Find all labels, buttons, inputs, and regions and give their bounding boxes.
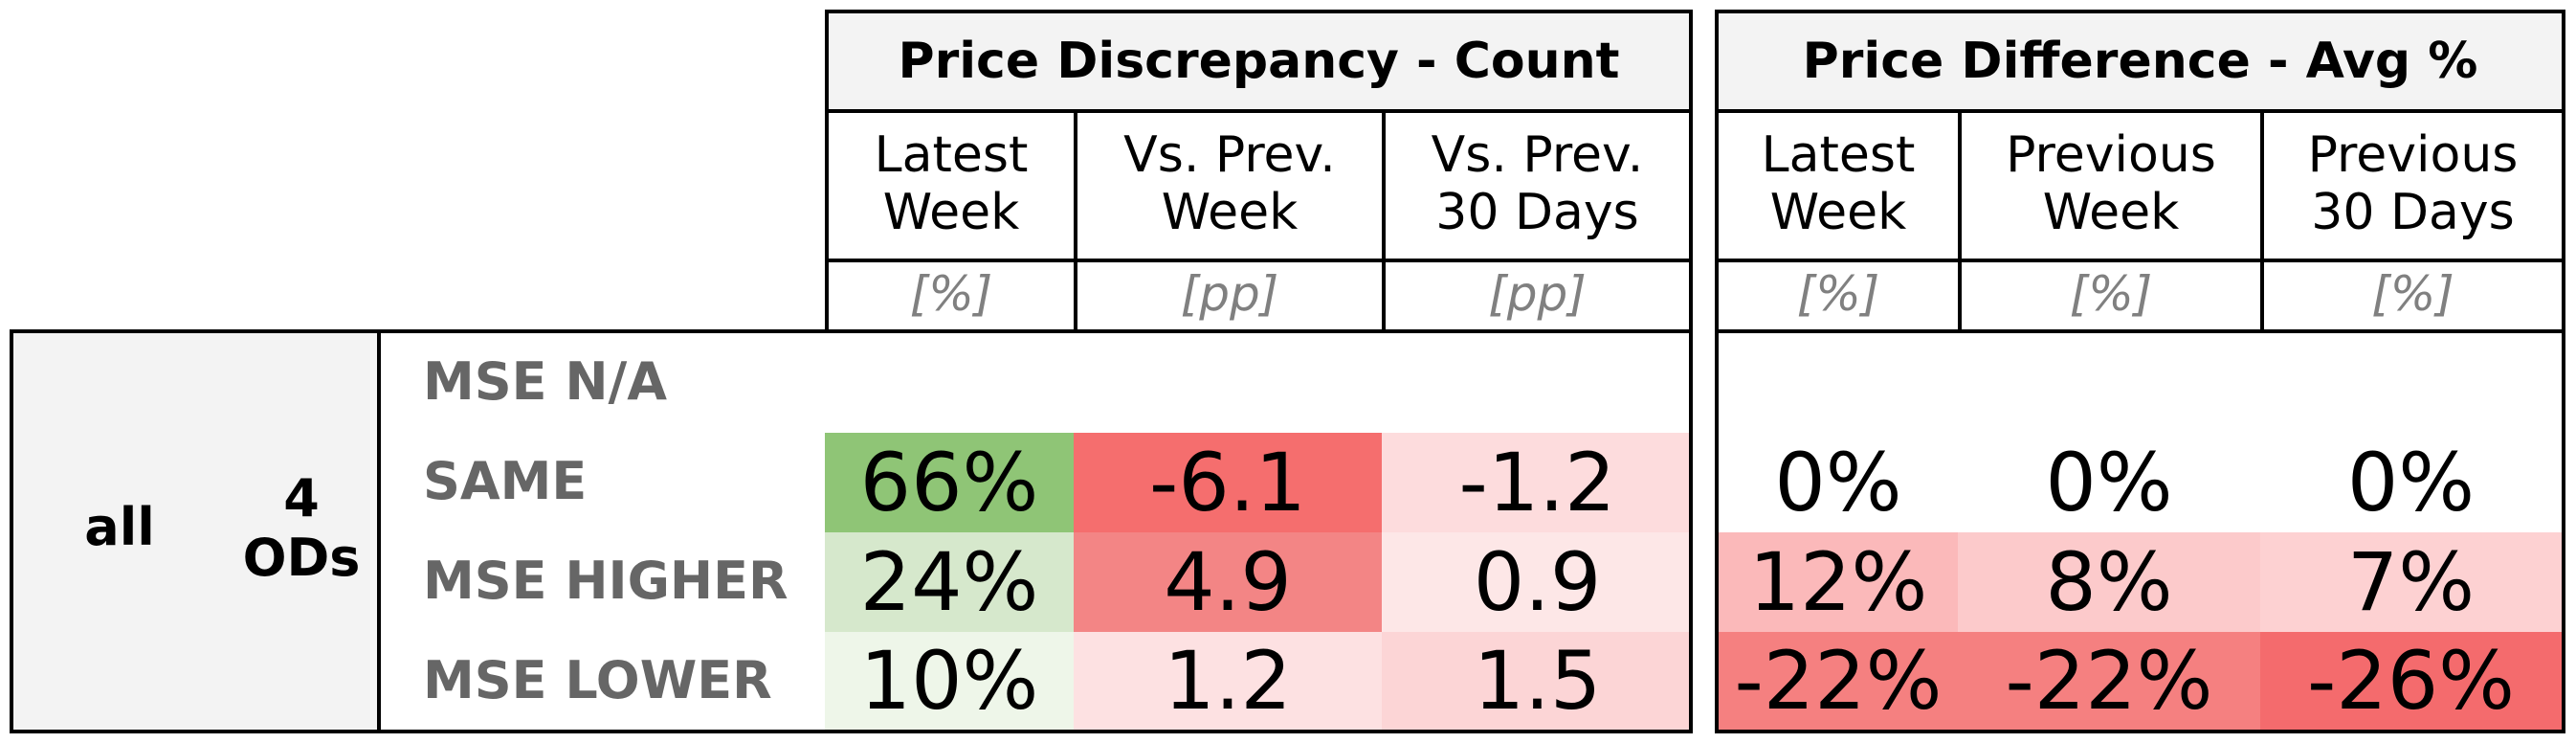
segment-name: all	[84, 497, 155, 557]
column-header: Latest Week	[825, 109, 1077, 262]
table-cell: 0%	[1719, 433, 1958, 532]
row-label: MSE N/A	[423, 350, 668, 412]
avg-panel-border	[1715, 329, 2565, 733]
column-header: Vs. Prev. 30 Days	[1382, 109, 1693, 262]
group-title-avg: Price Difference - Avg %	[1802, 33, 2478, 90]
group-header-count: Price Discrepancy - Count	[825, 10, 1693, 113]
table-cell: 7%	[2260, 532, 2562, 632]
segment-box	[10, 329, 381, 733]
row-label: MSE LOWER	[423, 649, 772, 710]
table-cell: 1.2	[1074, 632, 1382, 730]
table-cell: -1.2	[1382, 433, 1693, 532]
table-cell: -6.1	[1074, 433, 1382, 532]
column-header: Vs. Prev. Week	[1074, 109, 1386, 262]
group-title-count: Price Discrepancy - Count	[898, 33, 1620, 90]
column-unit: [%]	[1715, 259, 1962, 333]
table-cell	[2260, 333, 2562, 433]
table-cell: 0.9	[1382, 532, 1693, 632]
table-cell: 24%	[825, 532, 1074, 632]
table-cell	[1074, 333, 1382, 433]
table-cell: 8%	[1958, 532, 2260, 632]
table-cell: 66%	[825, 433, 1074, 532]
segment-count: 4 ODs	[242, 468, 361, 588]
table-cell	[825, 333, 1074, 433]
table-cell: 4.9	[1074, 532, 1382, 632]
column-unit: [pp]	[1382, 259, 1693, 333]
table-cell: 0%	[2260, 433, 2562, 532]
column-unit: [%]	[825, 259, 1077, 333]
table-cell: 1.5	[1382, 632, 1693, 730]
table-cell: 12%	[1719, 532, 1958, 632]
table-cell: -22%	[1958, 632, 2260, 730]
count-panel-border	[377, 329, 1693, 733]
column-unit: [pp]	[1074, 259, 1386, 333]
column-unit: [%]	[2260, 259, 2565, 333]
table-cell: -26%	[2260, 632, 2562, 730]
table-cell	[1958, 333, 2260, 433]
column-header: Latest Week	[1715, 109, 1962, 262]
column-header: Previous Week	[1958, 109, 2264, 262]
row-label: MSE HIGHER	[423, 550, 788, 611]
table-cell	[1719, 333, 1958, 433]
table-cell: -22%	[1719, 632, 1958, 730]
column-unit: [%]	[1958, 259, 2264, 333]
table-cell: 10%	[825, 632, 1074, 730]
group-header-avg: Price Difference - Avg %	[1715, 10, 2565, 113]
row-label: SAME	[423, 450, 588, 511]
table-cell	[1382, 333, 1693, 433]
table-cell: 0%	[1958, 433, 2260, 532]
column-header: Previous 30 Days	[2260, 109, 2565, 262]
